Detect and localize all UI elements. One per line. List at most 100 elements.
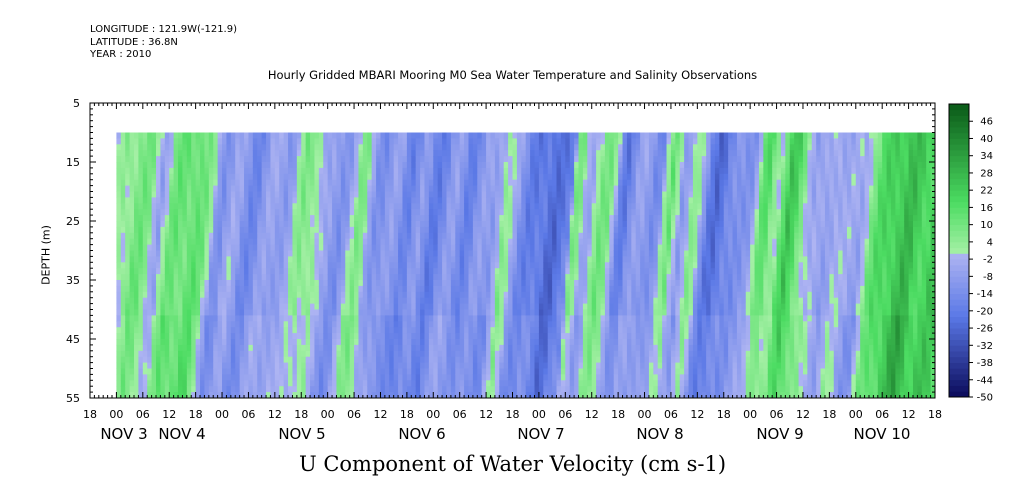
heatmap-cell xyxy=(230,392,236,399)
heatmap-cell xyxy=(318,386,324,393)
heatmap-cell xyxy=(160,150,166,157)
heatmap-cell xyxy=(142,350,148,358)
heatmap-cell xyxy=(195,280,201,287)
heatmap-cell xyxy=(490,303,496,310)
heatmap-cell xyxy=(266,132,271,139)
heatmap-cell xyxy=(340,132,346,139)
heatmap-cell xyxy=(362,244,368,251)
heatmap-cell xyxy=(582,215,588,222)
heatmap-cell xyxy=(261,327,267,334)
heatmap-cell xyxy=(565,250,571,257)
heatmap-cell xyxy=(318,297,324,305)
heatmap-cell xyxy=(142,274,148,281)
heatmap-cell xyxy=(345,226,351,234)
heatmap-cell xyxy=(204,226,210,234)
heatmap-cell xyxy=(591,226,597,234)
heatmap-cell xyxy=(420,262,425,269)
heatmap-cell xyxy=(288,185,293,192)
heatmap-cell xyxy=(204,268,210,275)
heatmap-cell xyxy=(486,156,491,163)
heatmap-cell xyxy=(486,303,491,310)
heatmap-cell xyxy=(239,309,245,316)
heatmap-cell xyxy=(569,132,575,139)
heatmap-cell xyxy=(503,203,509,210)
heatmap-cell xyxy=(129,362,135,369)
heatmap-cell xyxy=(235,356,241,364)
heatmap-cell xyxy=(292,333,298,340)
heatmap-cell xyxy=(230,185,236,192)
heatmap-cell xyxy=(398,209,403,216)
heatmap-cell xyxy=(235,333,241,340)
heatmap-cell xyxy=(292,250,298,257)
heatmap-cell xyxy=(371,262,377,269)
heatmap-cell xyxy=(336,315,342,322)
heatmap-cell xyxy=(574,321,580,328)
heatmap-cell xyxy=(552,179,558,187)
heatmap-cell xyxy=(296,156,302,163)
heatmap-cell xyxy=(569,215,575,222)
heatmap-cell xyxy=(244,209,249,216)
heatmap-cell xyxy=(301,291,307,299)
heatmap-cell xyxy=(587,339,593,346)
heatmap-cell xyxy=(512,362,518,369)
heatmap-cell xyxy=(376,374,381,381)
heatmap-cell xyxy=(472,232,478,240)
heatmap-cell xyxy=(464,173,469,181)
heatmap-cell xyxy=(472,262,478,269)
heatmap-cell xyxy=(182,221,188,228)
heatmap-cell xyxy=(200,303,205,310)
heatmap-cell xyxy=(446,203,452,210)
heatmap-cell xyxy=(411,162,417,169)
heatmap-cell xyxy=(125,173,131,181)
heatmap-cell xyxy=(464,339,469,346)
heatmap-cell xyxy=(406,280,412,287)
heatmap-cell xyxy=(556,339,562,346)
heatmap-cell xyxy=(538,350,544,358)
heatmap-cell xyxy=(587,309,593,316)
heatmap-cell xyxy=(477,303,483,310)
heatmap-cell xyxy=(481,344,487,352)
heatmap-cell xyxy=(142,138,148,145)
heatmap-cell xyxy=(600,173,606,181)
heatmap-cell xyxy=(182,203,188,210)
heatmap-cell xyxy=(455,226,461,234)
heatmap-cell xyxy=(173,197,179,204)
heatmap-cell xyxy=(129,368,135,375)
heatmap-cell xyxy=(499,185,505,192)
heatmap-cell xyxy=(565,386,571,393)
heatmap-cell xyxy=(442,156,447,163)
heatmap-cell xyxy=(380,374,386,381)
heatmap-cell xyxy=(428,262,434,269)
heatmap-cell xyxy=(468,291,474,299)
heatmap-cell xyxy=(446,392,452,399)
heatmap-cell xyxy=(266,138,271,145)
heatmap-cell xyxy=(173,280,179,287)
heatmap-cell xyxy=(138,138,144,145)
heatmap-cell xyxy=(578,321,584,328)
heatmap-cell xyxy=(398,203,403,210)
heatmap-cell xyxy=(477,162,483,169)
heatmap-cell xyxy=(455,203,461,210)
heatmap-cell xyxy=(560,303,566,310)
heatmap-cell xyxy=(340,244,346,251)
heatmap-cell xyxy=(600,162,606,169)
heatmap-cell xyxy=(389,156,395,163)
heatmap-cell xyxy=(318,191,324,198)
heatmap-cell xyxy=(354,291,359,299)
heatmap-cell xyxy=(178,356,183,364)
heatmap-cell xyxy=(552,262,558,269)
heatmap-cell xyxy=(481,203,487,210)
heatmap-cell xyxy=(574,156,580,163)
heatmap-cell xyxy=(371,280,377,287)
heatmap-cell xyxy=(538,280,544,287)
heatmap-cell xyxy=(178,162,183,169)
heatmap-cell xyxy=(376,297,381,305)
heatmap-cell xyxy=(138,392,144,399)
heatmap-cell xyxy=(129,327,135,334)
heatmap-cell xyxy=(494,173,500,181)
heatmap-cell xyxy=(468,256,474,263)
heatmap-cell xyxy=(305,291,311,299)
heatmap-cell xyxy=(406,215,412,222)
heatmap-cell xyxy=(147,339,153,346)
heatmap-cell xyxy=(191,309,197,316)
